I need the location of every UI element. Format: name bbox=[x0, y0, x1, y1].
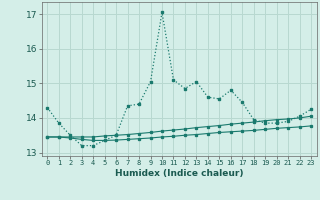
X-axis label: Humidex (Indice chaleur): Humidex (Indice chaleur) bbox=[115, 169, 244, 178]
